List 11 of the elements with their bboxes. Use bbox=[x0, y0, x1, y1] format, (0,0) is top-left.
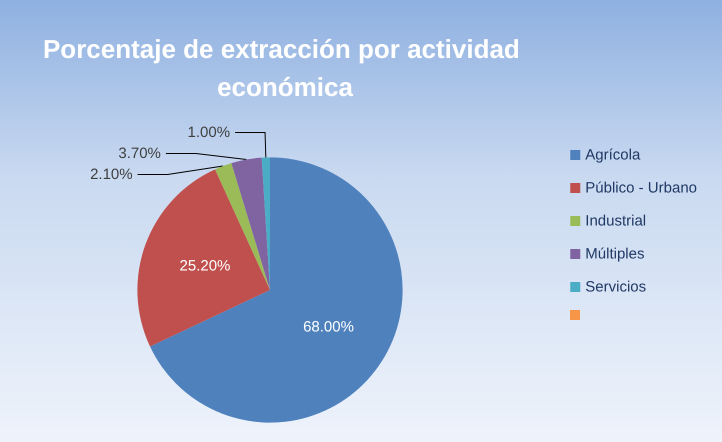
legend-label: Servicios bbox=[585, 278, 646, 296]
legend-label: Agrícola bbox=[585, 146, 641, 164]
data-label: 2.10% bbox=[90, 166, 133, 183]
legend-label: Industrial bbox=[585, 212, 646, 230]
legend-label: Múltiples bbox=[585, 246, 644, 262]
data-label: 1.00% bbox=[188, 124, 230, 141]
chart-title: Porcentaje de extracción por actividad económica bbox=[42, 34, 528, 102]
data-label: 3.70% bbox=[118, 144, 161, 162]
legend-label: Público - Urbano bbox=[585, 180, 698, 196]
data-label: 68.00% bbox=[303, 318, 354, 336]
data-label: 25.20% bbox=[180, 258, 230, 275]
